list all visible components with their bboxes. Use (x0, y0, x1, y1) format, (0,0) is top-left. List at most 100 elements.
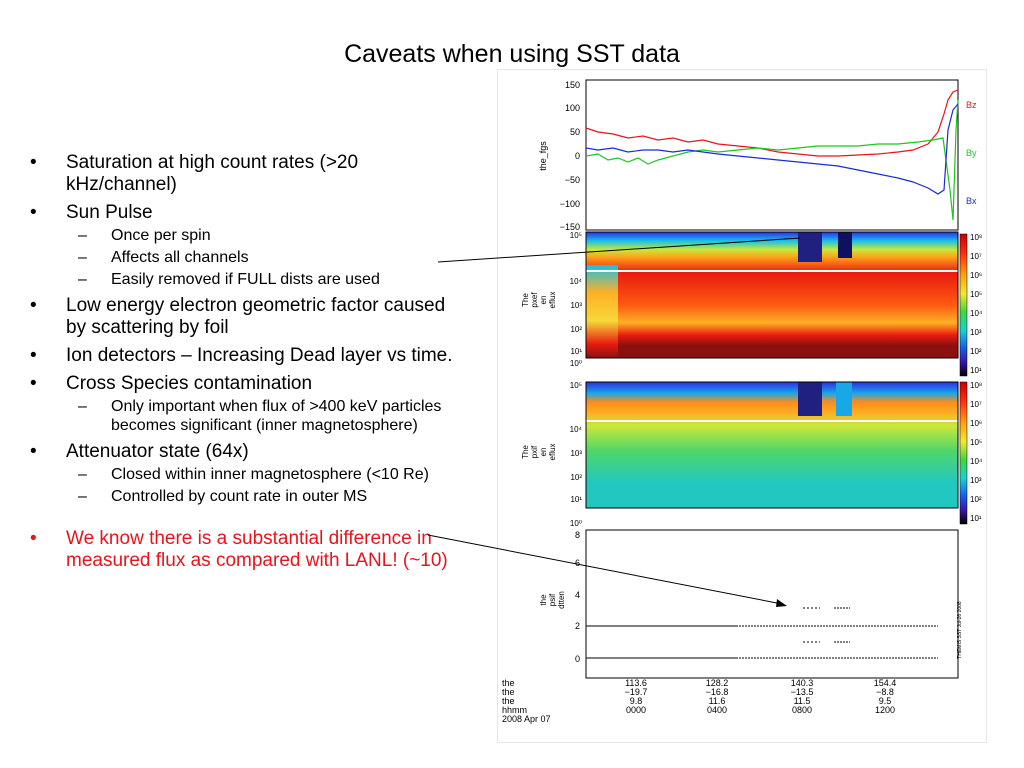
tick-label: 10⁰ (570, 359, 582, 368)
tick-label: 2 (575, 621, 580, 631)
svg-text:en: en (539, 296, 548, 305)
svg-text:eflux: eflux (548, 444, 557, 461)
themis-figure: 150 100 50 0 −50 −100 −150 the_fgs Bz By… (498, 70, 986, 742)
sub-bullet-list: Closed within inner magnetosphere (<10 R… (66, 465, 470, 506)
svg-text:The: The (521, 293, 530, 307)
legend-bz: Bz (966, 100, 977, 110)
electron-spectrogram (585, 231, 959, 359)
bullet-item: Attenuator state (64x) Closed within inn… (30, 441, 470, 506)
electron-colorbar (959, 233, 968, 377)
by-trace (585, 99, 959, 221)
tick-label: 4 (575, 590, 580, 600)
svg-text:10⁶: 10⁶ (970, 419, 982, 428)
svg-text:10⁷: 10⁷ (970, 400, 982, 409)
svg-text:the: the (539, 594, 548, 606)
tick-label: 10¹ (570, 347, 582, 356)
tick-label: 8 (575, 530, 580, 540)
tick-label: 100 (565, 103, 580, 113)
svg-text:9.5: 9.5 (879, 696, 892, 706)
panel-side-text: THEMIS SST Jul-26 2008 (957, 601, 963, 659)
svg-text:113.6: 113.6 (625, 678, 647, 688)
legend-by: By (966, 148, 977, 158)
attenuator-ylabel: the psif dtten (539, 591, 566, 609)
tick-label: 10⁴ (570, 277, 583, 286)
bx-trace (585, 103, 959, 195)
xaxis-columns: 113.6 −19.7 9.8 0000 128.2 −16.8 11.6 04… (625, 678, 897, 715)
svg-text:The: The (521, 445, 530, 459)
svg-text:11.5: 11.5 (794, 696, 811, 706)
ion-colorbar-labels: 10⁸ 10⁷ 10⁶ 10⁵ 10⁴ 10³ 10² 10¹ (970, 381, 983, 523)
bz-trace (585, 89, 959, 157)
svg-text:10³: 10³ (970, 476, 982, 485)
sub-bullet-item: Only important when flux of >400 keV par… (66, 397, 470, 435)
svg-text:10¹: 10¹ (970, 366, 982, 375)
svg-text:the: the (502, 687, 515, 697)
xaxis-row-labels: the the the hhmm 2008 Apr 07 (502, 678, 551, 724)
svg-text:10⁴: 10⁴ (970, 309, 983, 318)
svg-text:pxif: pxif (530, 445, 539, 458)
tick-label: −50 (565, 175, 580, 185)
svg-text:10³: 10³ (970, 328, 982, 337)
xaxis-date: 2008 Apr 07 (502, 714, 551, 724)
tick-label: 10² (570, 473, 582, 482)
svg-text:the: the (502, 696, 515, 706)
svg-text:10⁵: 10⁵ (970, 290, 982, 299)
svg-text:hhmm: hhmm (502, 705, 527, 715)
svg-text:−13.5: −13.5 (791, 687, 814, 697)
svg-text:0400: 0400 (707, 705, 727, 715)
bullet-item: Saturation at high count rates (>20 kHz/… (30, 152, 470, 196)
tick-label: 10¹ (570, 495, 582, 504)
svg-text:11.6: 11.6 (709, 696, 726, 706)
svg-text:1200: 1200 (875, 705, 895, 715)
sub-bullet-item: Once per spin (66, 226, 470, 245)
tick-label: 6 (575, 558, 580, 568)
tick-label: 10⁵ (570, 381, 582, 390)
svg-text:10⁶: 10⁶ (970, 271, 982, 280)
ion-ylabel: The pxif en eflux (521, 444, 557, 461)
svg-text:dtten: dtten (557, 591, 566, 609)
sub-bullet-item: Controlled by count rate in outer MS (66, 487, 470, 506)
tick-label: 0 (575, 654, 580, 664)
svg-text:0800: 0800 (792, 705, 812, 715)
bullet-item: Ion detectors – Increasing Dead layer vs… (30, 345, 470, 367)
bullet-item: Low energy electron geometric factor cau… (30, 295, 470, 339)
figure-svg: 150 100 50 0 −50 −100 −150 the_fgs Bz By… (502, 79, 983, 724)
sub-bullet-item: Easily removed if FULL dists are used (66, 270, 470, 289)
svg-text:10⁸: 10⁸ (970, 381, 982, 390)
svg-text:psif: psif (548, 593, 557, 606)
svg-text:10⁵: 10⁵ (970, 438, 982, 447)
svg-text:10¹: 10¹ (970, 514, 982, 523)
ion-colorbar (959, 381, 968, 525)
svg-text:154.4: 154.4 (874, 678, 897, 688)
svg-text:−16.8: −16.8 (706, 687, 729, 697)
tick-label: 10⁴ (570, 425, 583, 434)
field-panel-ticks: 150 100 50 0 −50 −100 −150 (560, 80, 580, 232)
tick-label: −100 (560, 199, 580, 209)
tick-label: 10⁰ (570, 519, 582, 528)
attenuator-arrowhead (776, 599, 787, 607)
sub-bullet-list: Once per spin Affects all channels Easil… (66, 226, 470, 289)
svg-text:eflux: eflux (548, 292, 557, 309)
sub-bullet-list: Only important when flux of >400 keV par… (66, 397, 470, 435)
field-legend: Bz By Bx (966, 100, 977, 206)
tick-label: 10² (570, 325, 582, 334)
bullet-item: Sun Pulse Once per spin Affects all chan… (30, 202, 470, 289)
svg-text:pxef: pxef (530, 292, 539, 308)
svg-text:10⁸: 10⁸ (970, 233, 982, 242)
attenuator-panel-frame (585, 529, 959, 679)
tick-label: −150 (560, 222, 580, 232)
highlight-bullet: We know there is a substantial differenc… (30, 528, 470, 572)
tick-label: 10⁵ (570, 231, 582, 240)
legend-bx: Bx (966, 196, 977, 206)
sub-bullet-item: Affects all channels (66, 248, 470, 267)
electron-ticks: 10⁵ 10⁴ 10³ 10² 10¹ 10⁰ (570, 231, 583, 368)
svg-text:0000: 0000 (626, 705, 646, 715)
svg-text:the: the (502, 678, 515, 688)
bullet-list: Saturation at high count rates (>20 kHz/… (30, 152, 470, 578)
svg-text:128.2: 128.2 (706, 678, 729, 688)
electron-colorbar-labels: 10⁸ 10⁷ 10⁶ 10⁵ 10⁴ 10³ 10² 10¹ (970, 233, 983, 375)
svg-text:−19.7: −19.7 (625, 687, 648, 697)
svg-text:9.8: 9.8 (630, 696, 643, 706)
ion-ticks: 10⁵ 10⁴ 10³ 10² 10¹ 10⁰ (570, 381, 583, 528)
